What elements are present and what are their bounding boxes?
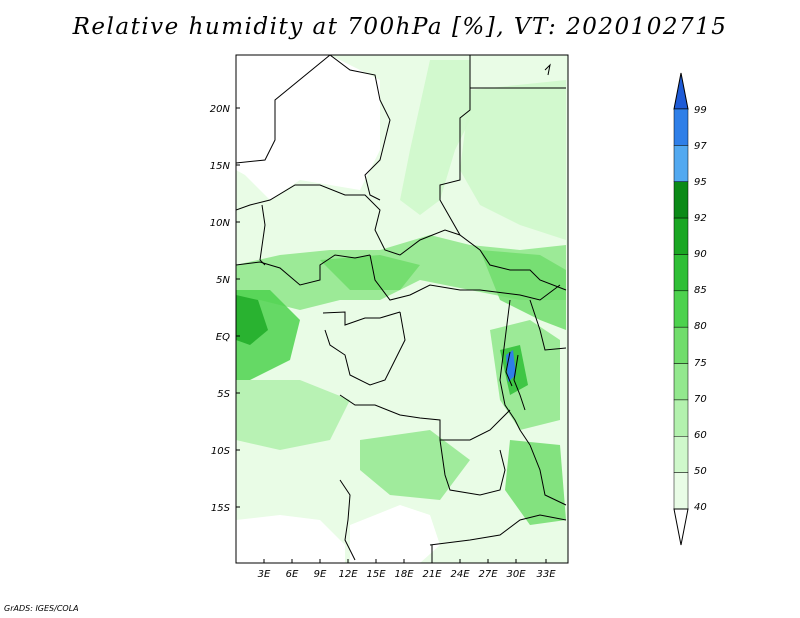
moist-band-southwest [236,380,350,450]
colorbar-segment [673,145,689,182]
dry-region-north [236,55,380,200]
moist-core-west [236,295,268,345]
lat-label: 5N [216,275,230,286]
border-segment [236,254,371,286]
lake-outline [505,351,513,387]
colorbar-segment [673,108,689,146]
lat-label: 5S [217,389,230,400]
colorbar-label: 60 [694,430,707,441]
colorbar-segment [673,217,689,255]
lat-label: 15N [210,161,231,172]
colorbar-segment [673,254,689,292]
lon-label: 12E [338,569,358,580]
colorbar-segment [673,181,689,219]
colorbar-label: 75 [694,358,707,369]
border-segment [339,479,356,561]
border-segment [499,299,531,446]
lon-label: 30E [506,569,526,580]
credit-text: GrADS: IGES/COLA [4,604,79,613]
colorbar-label: 40 [694,502,707,513]
border-segment [529,299,567,351]
lat-label: 10S [211,446,231,457]
moist-band-east [480,250,566,330]
latitude-labels: 20N 15N 10N 5N EQ 5S 10S 15S [210,104,231,514]
lon-label: 24E [450,569,470,580]
lon-label: 27E [478,569,498,580]
border-segment [324,311,406,386]
humidity-field [236,55,568,563]
plot-title: Relative humidity at 700hPa [%], VT: 202… [72,14,728,40]
moist-band-southeast [505,440,566,525]
country-borders [236,55,567,563]
lon-label: 9E [314,569,327,580]
lon-label: 15E [366,569,386,580]
border-segment [439,439,506,496]
colorbar-label: 70 [694,394,707,405]
border-segment [429,514,567,546]
colorbar-label: 50 [694,466,707,477]
lon-label: 6E [286,569,299,580]
border-segment [236,184,461,256]
dry-region-southwest [236,515,345,563]
lon-label: 3E [258,569,271,580]
lon-label: 33E [536,569,556,580]
lat-label: 10N [210,218,231,229]
border-segment [529,444,567,506]
colorbar-segment [673,363,689,401]
colorbar-segment [673,436,689,473]
colorbar-segment [673,399,689,437]
colorbar-label: 90 [694,249,707,260]
lon-label: 21E [422,569,442,580]
lon-label: 18E [394,569,414,580]
colorbar-segment [673,72,689,110]
colorbar-label: 85 [694,285,707,296]
moist-tongue-north [400,60,470,215]
colorbar-segment [673,472,689,510]
border-segment [236,55,331,164]
dry-region-south [350,505,440,563]
colorbar [673,72,689,546]
colorbar-segment [673,326,689,364]
colorbar-label: 97 [694,141,707,152]
colorbar-segment [673,508,689,546]
axis-ticks [236,107,547,563]
lat-label: EQ [216,332,230,343]
longitude-labels: 3E 6E 9E 12E 15E 18E 21E 24E 27E 30E 33E [258,569,557,580]
border-segment [369,254,561,301]
moist-band-south-central [360,430,470,500]
border-segment [339,394,511,441]
coast-outline [544,63,551,76]
moist-tongue-northeast [460,80,566,240]
lat-label: 15S [211,503,231,514]
border-segment [329,55,391,201]
colorbar-segment [673,290,689,328]
colorbar-label: 92 [694,213,707,224]
colorbar-label: 95 [694,177,707,188]
lat-label: 20N [210,104,231,115]
lake-outline [513,354,526,411]
colorbar-label: 80 [694,321,707,332]
colorbar-label: 99 [694,105,707,116]
border-segment [322,311,401,326]
moist-band-central [320,255,420,290]
map-frame [235,54,569,564]
colorbar-labels: 99 97 95 92 90 85 80 75 70 60 50 40 [694,105,707,513]
